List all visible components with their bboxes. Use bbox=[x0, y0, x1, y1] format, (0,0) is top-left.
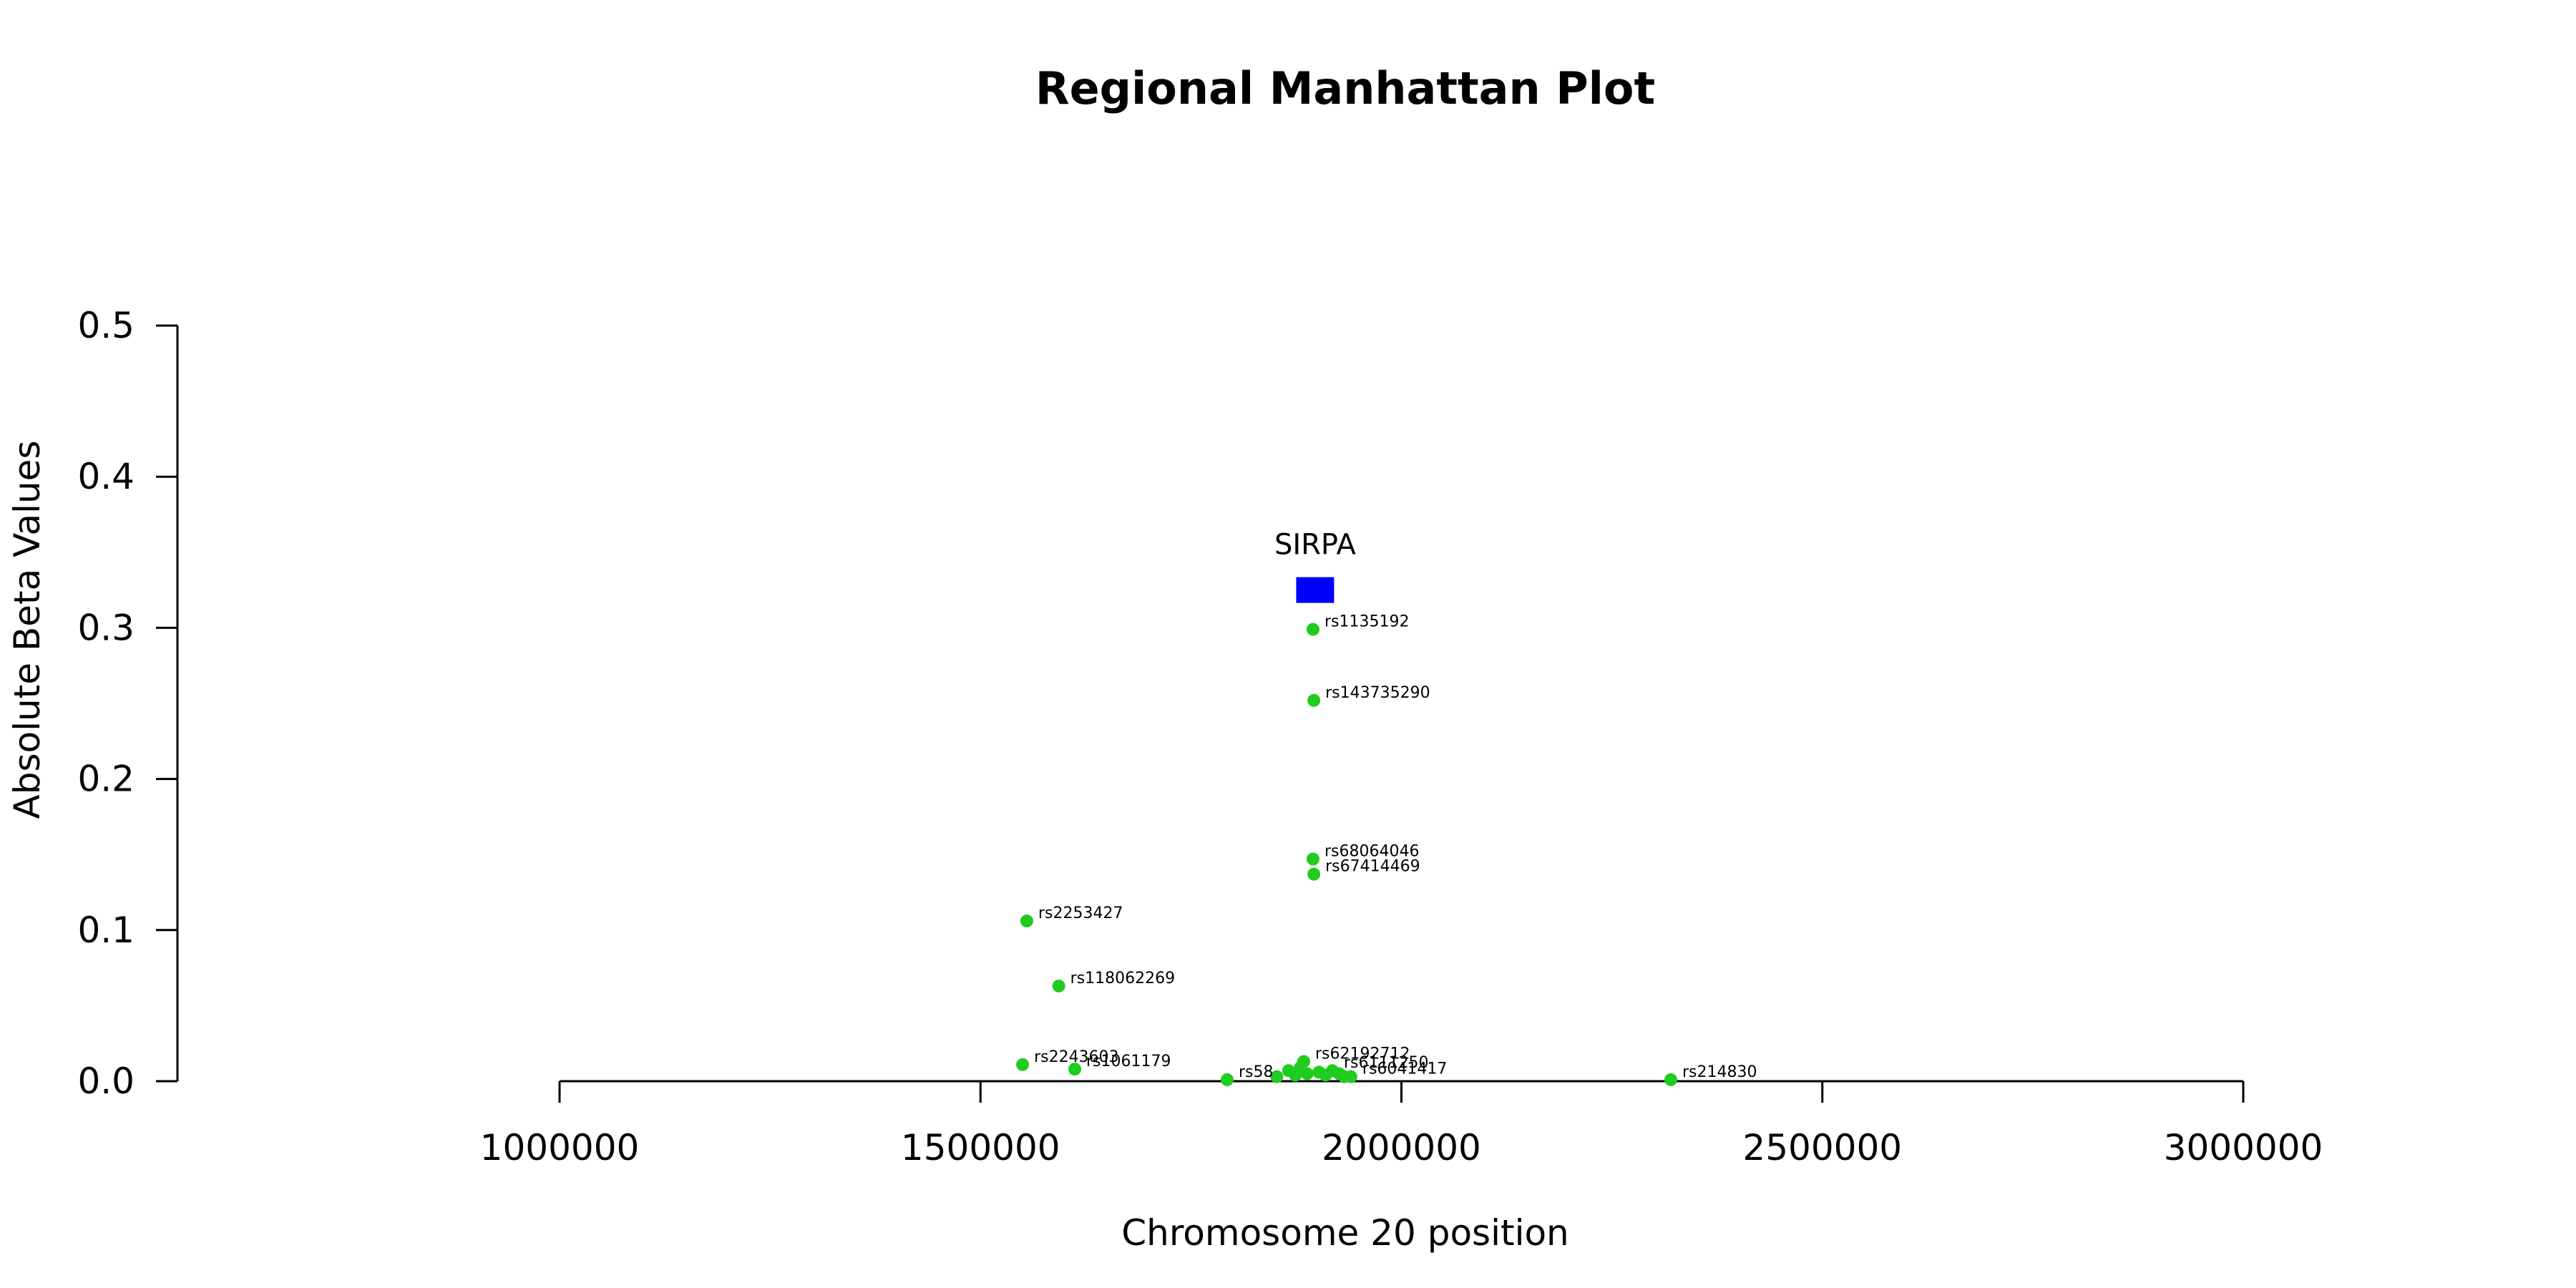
x-axis-label: Chromosome 20 position bbox=[1121, 1212, 1569, 1254]
y-tick-label: 0.1 bbox=[77, 909, 135, 951]
data-points: rs1135192 rs143735290 rs68064046rs67414469… bbox=[1016, 613, 1757, 1086]
data-point bbox=[1068, 1063, 1082, 1076]
x-tick-label: 1000000 bbox=[480, 1127, 640, 1169]
data-point bbox=[1307, 867, 1321, 881]
point-label: rs214830 bbox=[1682, 1063, 1757, 1081]
data-point bbox=[1016, 1058, 1030, 1071]
data-point bbox=[1020, 914, 1033, 928]
y-tick-label: 0.4 bbox=[77, 456, 135, 497]
y-tick-label: 0.0 bbox=[77, 1060, 135, 1102]
point-label: rs67414469 bbox=[1325, 858, 1420, 876]
point-label: rs1061179 bbox=[1086, 1053, 1171, 1070]
data-point bbox=[1297, 1055, 1311, 1068]
y-axis-label: Absolute Beta Values bbox=[6, 441, 48, 819]
point-label: rs58 bbox=[1239, 1063, 1274, 1081]
point-label: rs1135192 bbox=[1324, 613, 1410, 631]
x-tick-label: 3000000 bbox=[2164, 1127, 2323, 1169]
gene-annotation: SIRPA bbox=[1274, 529, 1357, 603]
x-tick-label: 1500000 bbox=[901, 1127, 1060, 1169]
point-label: rs2253427 bbox=[1038, 904, 1123, 922]
x-axis: 1000000 1500000 2000000 2500000 3000000 bbox=[480, 1080, 2323, 1169]
point-label: rs118062269 bbox=[1070, 970, 1175, 987]
data-point bbox=[1326, 1064, 1340, 1078]
point-label: rs68064046 bbox=[1324, 843, 1419, 861]
data-point bbox=[1306, 623, 1319, 636]
y-tick-label: 0.2 bbox=[77, 758, 135, 800]
data-point bbox=[1300, 1067, 1314, 1080]
y-tick-label: 0.5 bbox=[77, 305, 135, 346]
data-point bbox=[1052, 979, 1065, 992]
point-label: rs62192712 bbox=[1315, 1045, 1410, 1063]
data-point bbox=[1220, 1073, 1234, 1086]
data-point bbox=[1664, 1073, 1677, 1086]
y-tick-label: 0.3 bbox=[77, 607, 135, 648]
x-tick-label: 2000000 bbox=[1322, 1127, 1481, 1169]
data-point bbox=[1270, 1070, 1284, 1083]
data-point bbox=[1307, 693, 1321, 707]
data-point bbox=[1344, 1070, 1357, 1083]
y-axis: 0.0 0.1 0.2 0.3 0.4 0.5 bbox=[77, 305, 179, 1102]
x-tick-label: 2500000 bbox=[1742, 1127, 1902, 1169]
point-label: rs6111250 bbox=[1344, 1054, 1429, 1072]
point-label: rs6041417 bbox=[1362, 1060, 1448, 1078]
data-point bbox=[1306, 852, 1319, 866]
point-label: rs143735290 bbox=[1325, 684, 1430, 702]
gene-label: SIRPA bbox=[1274, 529, 1357, 562]
chart-title: Regional Manhattan Plot bbox=[1035, 62, 1655, 114]
gene-bar bbox=[1296, 577, 1335, 603]
